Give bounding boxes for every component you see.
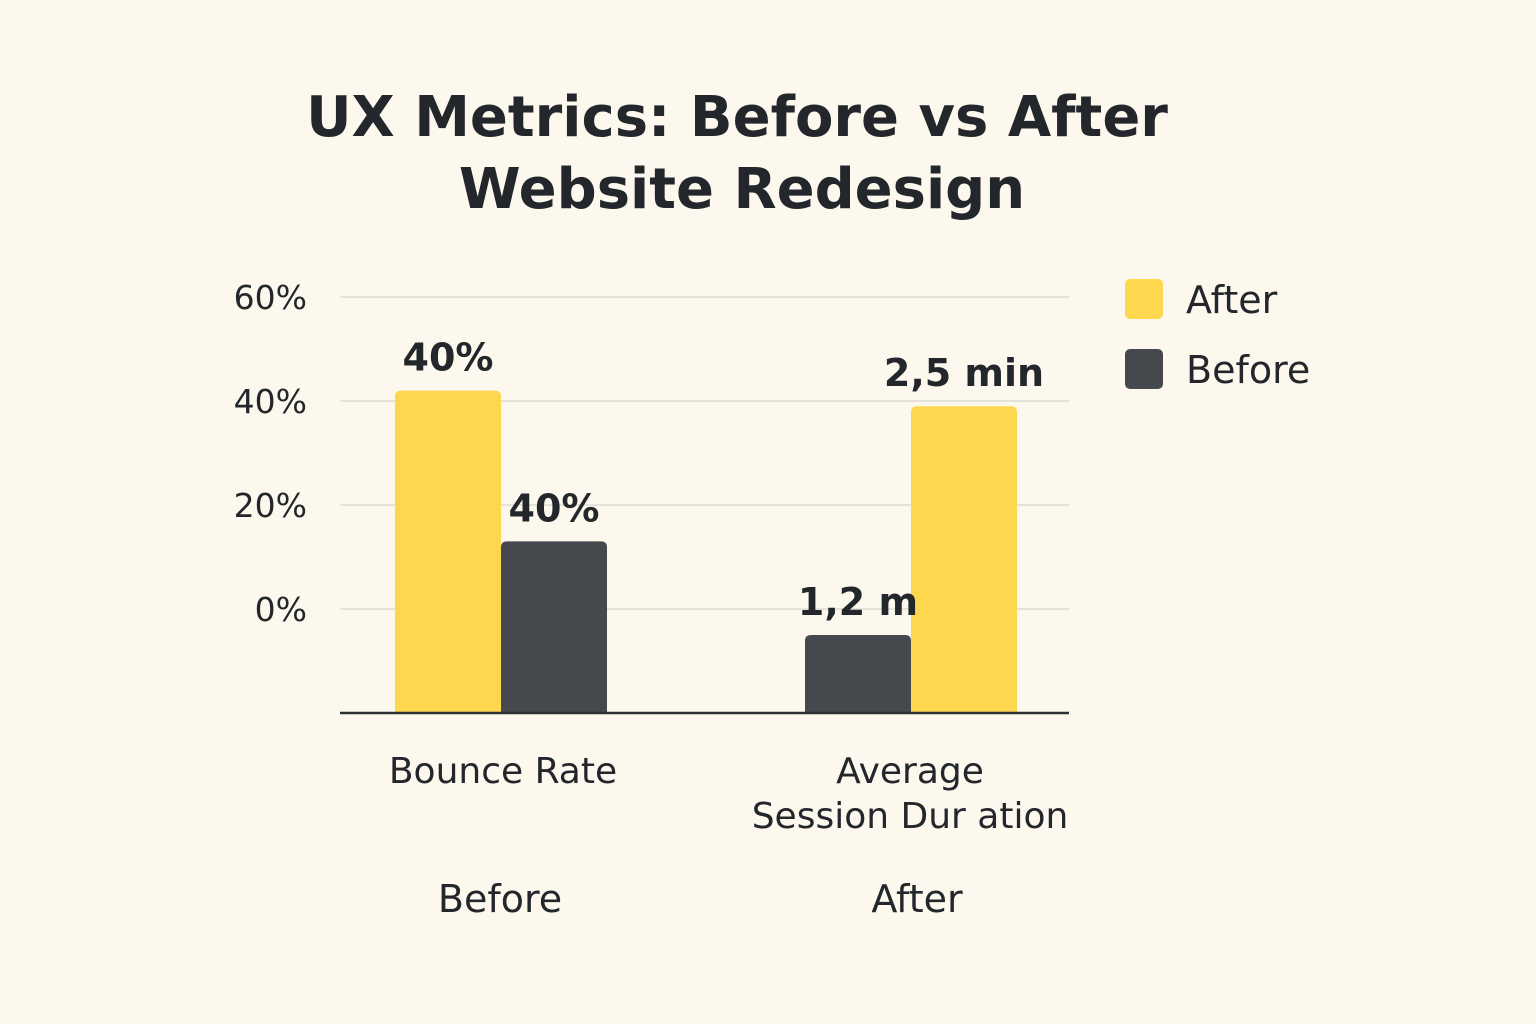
legend-swatch [1125, 349, 1163, 389]
bar-before-bounce-rate [501, 541, 607, 713]
category-label: Bounce Rate [389, 751, 617, 792]
bar-before-session-duration [805, 635, 911, 713]
legend-label: After [1186, 278, 1278, 322]
bars [395, 390, 1017, 713]
value-label: 1,2 m [798, 580, 918, 624]
value-labels: 40% 40% 1,2 m 2,5 min [403, 336, 1045, 624]
value-label: 40% [509, 486, 600, 530]
y-axis-ticks: 60% 40% 20% 0% [234, 278, 307, 629]
y-tick-label: 60% [234, 278, 307, 317]
legend: After Before [1125, 278, 1310, 392]
y-tick-label: 0% [255, 590, 307, 629]
chart-title-line-2: Website Redesign [459, 157, 1025, 222]
category-label: Session Dur ation [752, 796, 1069, 837]
category-label: Average [836, 751, 984, 792]
value-label: 40% [403, 336, 494, 380]
value-label: 2,5 min [884, 351, 1044, 395]
chart-title: UX Metrics: Before vs After Website Rede… [306, 85, 1168, 222]
group-label: After [871, 877, 963, 921]
bar-after-session-duration [911, 406, 1017, 713]
chart-title-line-1: UX Metrics: Before vs After [306, 85, 1168, 150]
y-tick-label: 40% [234, 382, 307, 421]
legend-swatch [1125, 279, 1163, 319]
bar-after-bounce-rate [395, 390, 501, 713]
legend-label: Before [1186, 348, 1310, 392]
group-label: Before [438, 877, 562, 921]
y-tick-label: 20% [234, 486, 307, 525]
group-labels: Before After [438, 877, 963, 921]
